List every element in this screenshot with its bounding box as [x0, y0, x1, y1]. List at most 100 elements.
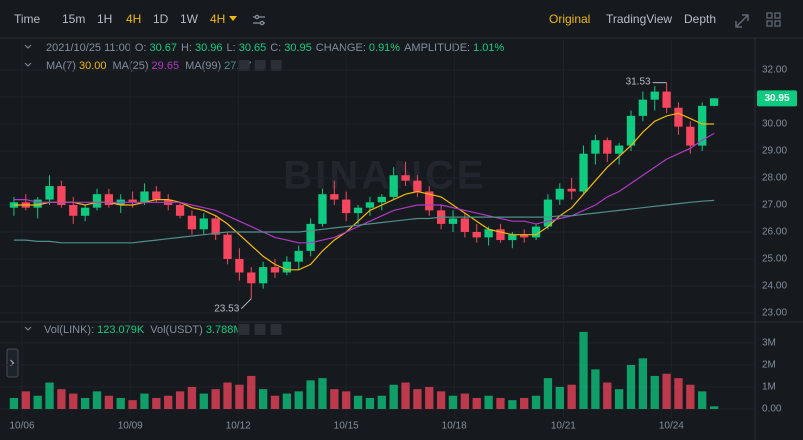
volume-bar [294, 391, 303, 409]
candle-body [175, 204, 185, 216]
candle-body [187, 215, 197, 230]
candle-body [33, 199, 42, 208]
settings-icon[interactable] [253, 14, 265, 26]
candle-body [460, 218, 470, 232]
x-tick-label: 10/15 [334, 421, 359, 432]
candle-body [318, 194, 327, 224]
ma-line [13, 112, 715, 271]
field-value: 1.01% [473, 42, 504, 54]
y-tick-label: 26.00 [762, 227, 787, 238]
volume-bar [306, 380, 315, 409]
interval-tab[interactable]: 15m [62, 12, 85, 26]
volume-bar [472, 397, 481, 409]
field-value: 30.95 [284, 42, 312, 54]
x-tick-label: 10/21 [551, 421, 576, 432]
volume-bar [401, 382, 410, 409]
volume-bar [247, 375, 256, 409]
candle-body [69, 204, 78, 216]
interval-tab[interactable]: Time [14, 12, 41, 26]
interval-tab[interactable]: 4H [126, 12, 141, 26]
volume-bar [128, 400, 137, 409]
candle-body [128, 199, 137, 203]
volume-bar [45, 382, 54, 409]
x-tick-label: 10/24 [659, 421, 684, 432]
indicator-button[interactable] [238, 60, 250, 71]
side-toggle[interactable] [6, 348, 19, 378]
volume-bar [175, 391, 185, 409]
fullscreen-icon[interactable] [735, 14, 749, 28]
volume-bar [508, 400, 517, 409]
candle-body [258, 267, 268, 284]
volume-bar [603, 382, 612, 409]
candle-body [223, 234, 232, 259]
watermark: BINANCE [283, 154, 486, 198]
interval-tab[interactable]: 4H [210, 12, 225, 26]
candle-body [698, 105, 707, 146]
indicator-button[interactable] [254, 60, 266, 71]
candle-body [92, 194, 102, 208]
volume-bar [496, 397, 505, 409]
indicator-button[interactable] [238, 324, 250, 335]
collapse-icon[interactable] [24, 62, 32, 67]
volume-bar [365, 397, 375, 409]
volume-bar [425, 386, 434, 409]
volume-bar [223, 382, 232, 409]
volume-bar [199, 393, 208, 409]
candle-body [425, 191, 434, 211]
volume-bar [567, 384, 576, 409]
view-tab[interactable]: Depth [684, 12, 716, 26]
volume-bar [270, 395, 280, 409]
candle-body [603, 140, 612, 154]
vol-value: 3.788M [206, 324, 243, 336]
candle-body [330, 194, 339, 200]
ohlc-info: 2021/10/25 11:00 O: 30.67 H: 30.96 L: 30.65 C: 3… [46, 42, 505, 54]
candle-body [342, 199, 351, 214]
field-label: L: [227, 42, 236, 54]
volume-bar [626, 364, 636, 409]
y-tick-label: 29.00 [762, 146, 787, 157]
volume-bar [104, 395, 114, 409]
layout-icon[interactable] [766, 12, 781, 27]
interval-tab[interactable]: 1W [180, 12, 199, 26]
candle-body [247, 272, 256, 284]
collapse-icon[interactable] [24, 44, 32, 49]
volume-bar [235, 384, 244, 409]
volume-bar [460, 393, 470, 409]
candle-body [104, 194, 114, 205]
indicator-button[interactable] [254, 324, 266, 335]
volume-bar [116, 397, 125, 409]
indicator-button[interactable] [270, 324, 282, 335]
candle-body [472, 231, 481, 238]
field-label: O: [135, 42, 147, 54]
candle-body [235, 258, 244, 273]
dropdown-arrow[interactable] [229, 16, 237, 21]
volume-bar [674, 378, 683, 409]
field-value: 30.96 [195, 42, 223, 54]
ma-value: 30.00 [79, 60, 107, 72]
candle-body [80, 207, 90, 216]
volume-bar [389, 384, 398, 409]
volume-info: Vol(LINK): 123.079K Vol(USDT) 3.788M [44, 324, 243, 336]
candle-body [306, 223, 315, 251]
volume-bar [342, 391, 351, 409]
x-tick-label: 10/06 [9, 421, 34, 432]
last-price-label: 30.95 [764, 93, 789, 104]
interval-tab[interactable]: 1D [153, 12, 169, 26]
collapse-icon[interactable] [24, 326, 32, 331]
volume-bar [448, 395, 458, 409]
y-tick-label: 32.00 [762, 65, 787, 76]
field-label: H: [181, 42, 192, 54]
volume-bar [282, 393, 292, 409]
y-tick-label: 27.00 [762, 200, 787, 211]
view-tab[interactable]: Original [549, 12, 590, 26]
vol-label: Vol(LINK): [44, 324, 94, 336]
volume-bar [555, 386, 564, 409]
y-tick-label: 24.00 [762, 281, 787, 292]
volume-bar [520, 397, 529, 409]
interval-tab[interactable]: 1H [97, 12, 112, 26]
view-tab[interactable]: TradingView [606, 12, 672, 26]
indicator-button[interactable] [270, 60, 282, 71]
vol-label: Vol(USDT) [150, 324, 203, 336]
ma-line [13, 132, 715, 244]
